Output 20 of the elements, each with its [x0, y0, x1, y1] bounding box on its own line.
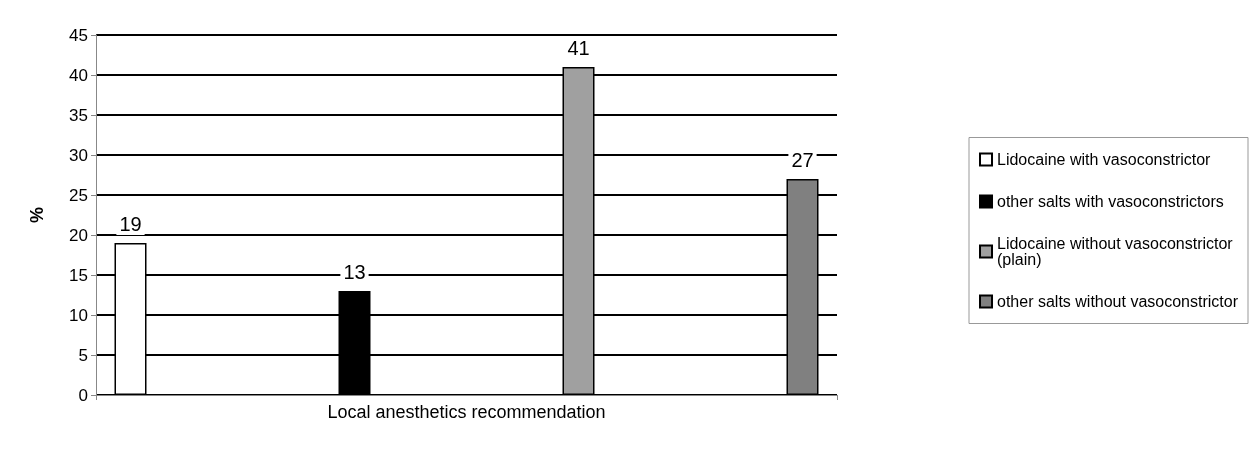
y-tick-label: 35	[69, 105, 88, 125]
y-tick-label: 40	[69, 65, 88, 85]
y-axis-title: %	[27, 206, 47, 224]
legend-label: Lidocaine with vasoconstrictor	[997, 151, 1212, 168]
y-tick-label: 25	[69, 185, 88, 205]
y-tick-label: 20	[69, 225, 88, 245]
data-label: 27	[791, 149, 814, 171]
y-tick-label: 15	[69, 265, 88, 285]
data-label: 19	[119, 213, 142, 235]
y-tick-label: 0	[78, 385, 88, 405]
y-tick-label: 30	[69, 145, 88, 165]
y-tick-label: 5	[78, 345, 88, 365]
x-tick-label: Local anesthetics recommendation	[327, 402, 606, 422]
data-label: 13	[343, 261, 366, 283]
y-tick-label: 10	[69, 305, 88, 325]
data-label: 41	[567, 37, 590, 59]
legend-label: other salts without vasoconstrictor	[997, 293, 1239, 310]
legend-label: Lidocaine without vasoconstrictor (plain)	[997, 235, 1238, 268]
y-tick-label: 45	[69, 25, 88, 45]
legend-label: other salts with vasoconstrictors	[997, 193, 1224, 210]
